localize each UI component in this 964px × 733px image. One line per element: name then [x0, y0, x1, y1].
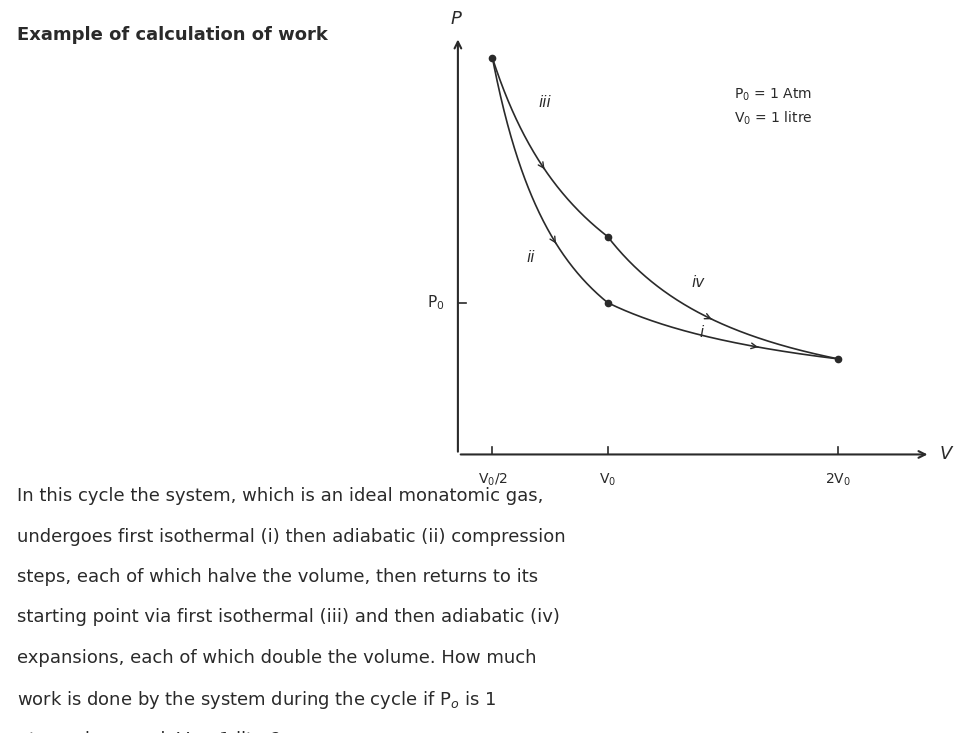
Text: V: V	[940, 446, 951, 463]
Text: i: i	[699, 325, 704, 340]
Text: undergoes first isothermal (i) then adiabatic (ii) compression: undergoes first isothermal (i) then adia…	[17, 528, 566, 546]
Text: ii: ii	[527, 250, 535, 265]
Text: atmosphere and  V$_0$ =1 litre?: atmosphere and V$_0$ =1 litre?	[17, 729, 281, 733]
Text: steps, each of which halve the volume, then returns to its: steps, each of which halve the volume, t…	[17, 568, 539, 586]
Text: P$_0$ = 1 Atm
V$_0$ = 1 litre: P$_0$ = 1 Atm V$_0$ = 1 litre	[735, 86, 813, 127]
Text: expansions, each of which double the volume. How much: expansions, each of which double the vol…	[17, 649, 537, 667]
Text: iii: iii	[539, 95, 551, 110]
Text: V$_0$: V$_0$	[599, 471, 616, 487]
Text: P$_0$: P$_0$	[427, 293, 444, 312]
Text: 2V$_0$: 2V$_0$	[825, 471, 851, 487]
Text: Example of calculation of work: Example of calculation of work	[17, 26, 328, 44]
Text: V$_0$/2: V$_0$/2	[477, 471, 507, 487]
Text: starting point via first isothermal (iii) and then adiabatic (iv): starting point via first isothermal (iii…	[17, 608, 560, 627]
Text: iv: iv	[691, 275, 705, 290]
Text: P: P	[450, 10, 461, 28]
Text: In this cycle the system, which is an ideal monatomic gas,: In this cycle the system, which is an id…	[17, 487, 544, 506]
Text: work is done by the system during the cycle if P$_o$ is 1: work is done by the system during the cy…	[17, 689, 496, 711]
